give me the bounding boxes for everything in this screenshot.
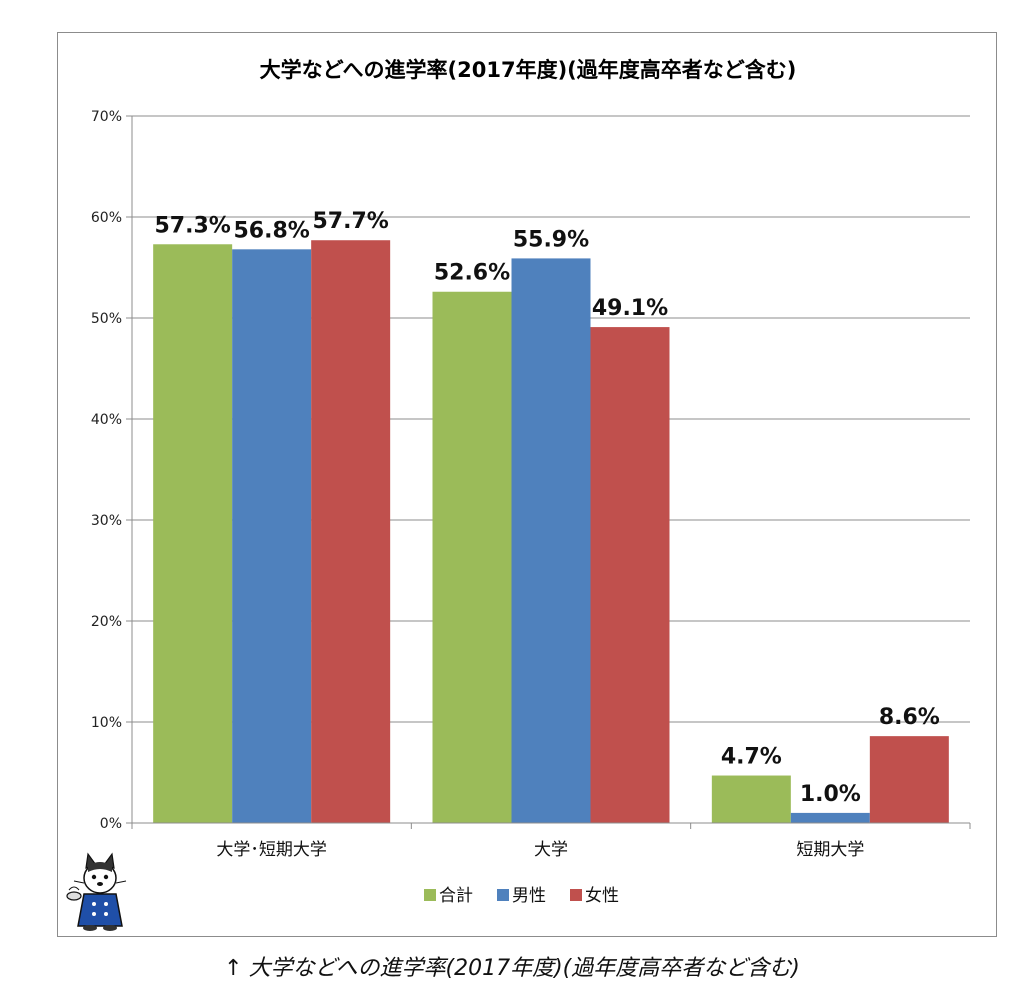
data-label: 55.9%	[513, 227, 589, 252]
legend-label: 男性	[512, 886, 546, 906]
legend-swatch	[424, 889, 436, 901]
legend-label: 女性	[585, 886, 619, 906]
data-label: 49.1%	[592, 296, 668, 321]
data-label: 4.7%	[721, 745, 782, 770]
data-label: 52.6%	[434, 261, 510, 286]
y-tick-label: 60%	[91, 210, 122, 226]
bar	[432, 291, 512, 823]
bar	[590, 327, 670, 823]
y-tick-label: 0%	[100, 816, 122, 832]
data-label: 57.7%	[313, 209, 389, 234]
y-tick-label: 70%	[91, 109, 122, 125]
bar	[511, 258, 591, 823]
cat-mascot-icon	[66, 852, 127, 931]
y-tick-label: 40%	[91, 412, 122, 428]
legend-swatch	[570, 889, 582, 901]
chart-title: 大学などへの進学率(2017年度)(過年度高卒者など含む)	[260, 58, 797, 82]
x-category-label: 大学	[534, 840, 568, 860]
data-label: 56.8%	[234, 218, 310, 243]
legend-swatch	[497, 889, 509, 901]
y-tick-label: 30%	[91, 513, 122, 529]
figure-caption: ↑ 大学などへの進学率(2017年度)(過年度高卒者など含む)	[0, 950, 1024, 982]
bar	[311, 240, 391, 824]
bar	[232, 249, 312, 823]
y-tick-label: 10%	[91, 715, 122, 731]
data-label: 57.3%	[155, 213, 231, 238]
bar	[711, 775, 791, 823]
up-arrow-icon: ↑	[224, 956, 243, 981]
data-label: 8.6%	[879, 705, 940, 730]
legend-label: 合計	[439, 886, 473, 906]
y-tick-label: 50%	[91, 311, 122, 327]
bar	[153, 244, 233, 823]
bar-chart: 大学などへの進学率(2017年度)(過年度高卒者など含む) 57.3% 56.8%…	[91, 58, 971, 906]
x-category-label: 短期大学	[796, 840, 864, 860]
bar	[869, 736, 949, 823]
y-tick-label: 20%	[91, 614, 122, 630]
bar	[790, 812, 870, 823]
x-category-label: 大学･短期大学	[216, 840, 327, 860]
chart-frame: 大学などへの進学率(2017年度)(過年度高卒者など含む) 57.3% 56.8%…	[57, 32, 997, 937]
caption-text: 大学などへの進学率(2017年度)(過年度高卒者など含む)	[248, 956, 800, 981]
data-label: 1.0%	[800, 782, 861, 807]
